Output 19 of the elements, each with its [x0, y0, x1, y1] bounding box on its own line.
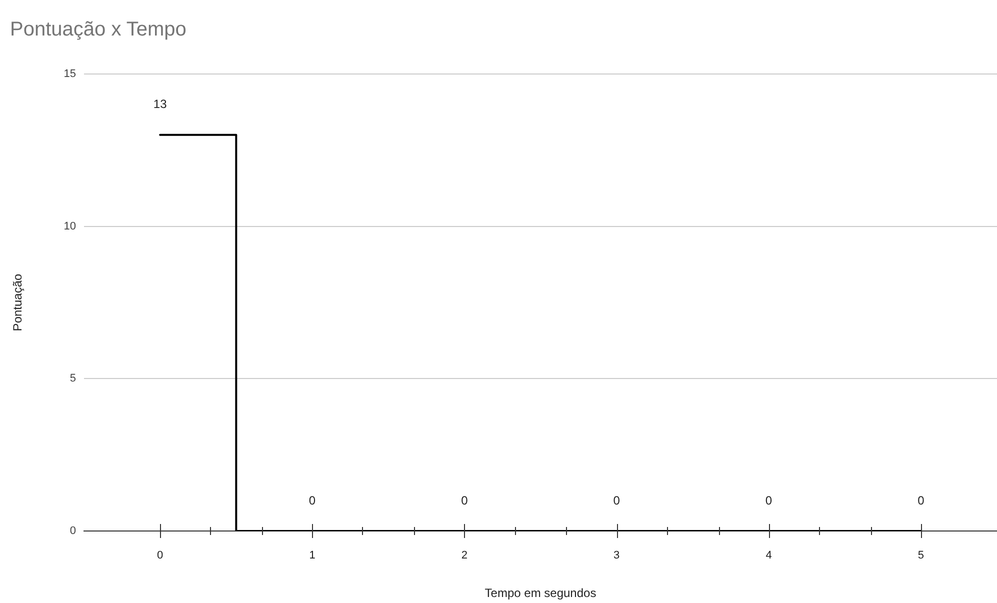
x-tick-label: 4 — [766, 550, 772, 562]
data-label: 0 — [613, 493, 620, 508]
x-tick-label: 5 — [918, 550, 924, 562]
y-tick-label: 10 — [64, 220, 76, 232]
chart-title: Pontuação x Tempo — [10, 18, 186, 41]
y-tick-label: 5 — [70, 372, 76, 385]
x-tick-label: 3 — [614, 550, 620, 562]
y-tick-label: 0 — [70, 525, 76, 538]
data-label: 0 — [918, 493, 925, 508]
x-tick-label: 2 — [461, 550, 468, 562]
y-axis-title: Pontuação — [10, 273, 25, 332]
x-tick-label: 0 — [157, 550, 164, 562]
data-label: 13 — [153, 97, 168, 112]
x-axis-title: Tempo em segundos — [484, 586, 596, 600]
x-tick-label: 1 — [309, 550, 316, 562]
data-label: 0 — [308, 493, 316, 508]
data-label: 0 — [765, 493, 772, 508]
data-label: 0 — [461, 493, 468, 508]
y-tick-label: 15 — [64, 68, 76, 80]
